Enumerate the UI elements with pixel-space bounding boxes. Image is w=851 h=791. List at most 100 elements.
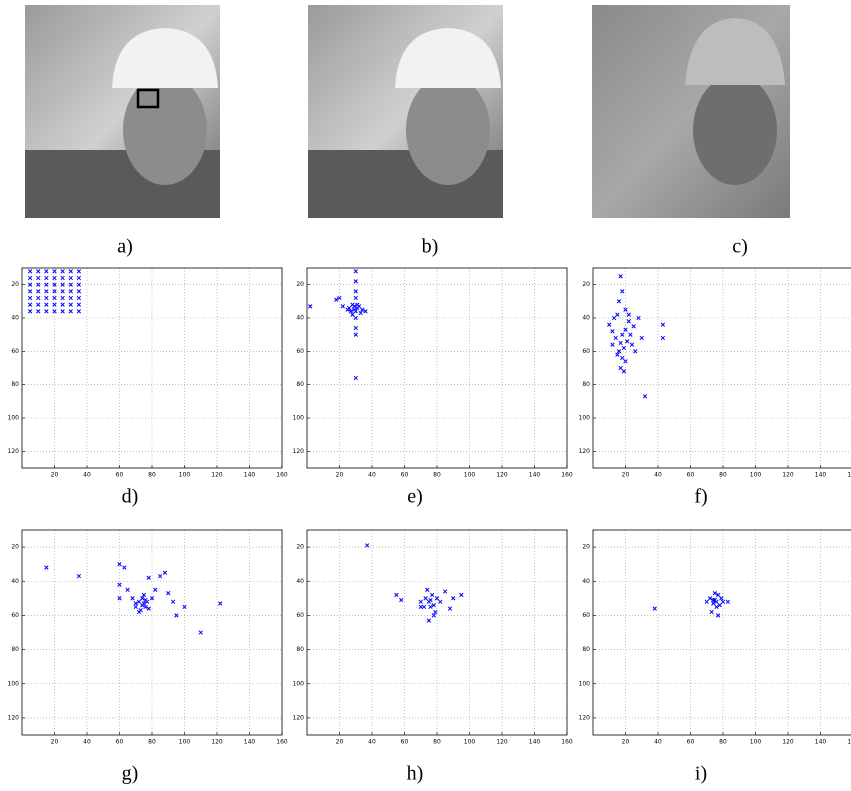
point <box>623 307 628 312</box>
point <box>198 630 203 635</box>
point <box>394 592 399 598</box>
point <box>60 309 65 314</box>
point <box>442 589 448 594</box>
x-tick-label: 80 <box>433 739 441 746</box>
point <box>618 340 623 346</box>
x-tick-label: 80 <box>433 472 441 479</box>
point <box>125 587 130 592</box>
point <box>360 307 365 312</box>
x-tick-label: 120 <box>496 472 508 479</box>
point <box>623 327 628 332</box>
x-tick-label: 20 <box>622 739 630 746</box>
point <box>616 299 622 304</box>
point <box>719 596 724 601</box>
axes-frame <box>21 267 283 469</box>
point <box>52 295 57 301</box>
y-tick-label: 80 <box>11 646 19 653</box>
x-tick-label: 80 <box>719 739 727 746</box>
point <box>613 335 618 341</box>
point <box>714 599 719 604</box>
x-tick-label: 120 <box>211 739 223 746</box>
x-tick-label: 40 <box>368 739 376 746</box>
caption: h) <box>407 763 424 785</box>
y-tick-label: 120 <box>293 714 305 721</box>
point <box>616 349 622 354</box>
x-tick-label: 140 <box>244 739 256 746</box>
point <box>27 269 33 274</box>
point <box>117 562 122 567</box>
y-tick-label: 100 <box>8 680 20 687</box>
x-tick-label: 20 <box>336 472 344 479</box>
x-tick-label: 100 <box>464 739 476 746</box>
point <box>434 596 440 601</box>
caption: i) <box>695 763 707 785</box>
x-tick-label: 60 <box>687 739 695 746</box>
point <box>353 325 358 331</box>
point <box>353 279 358 284</box>
point <box>615 312 620 317</box>
point <box>76 295 82 301</box>
point <box>166 591 171 596</box>
point <box>709 609 714 615</box>
point <box>27 309 33 314</box>
point <box>426 618 432 623</box>
point <box>340 304 345 309</box>
x-tick-label: 60 <box>401 472 409 479</box>
point <box>615 352 620 357</box>
x-tick-label: 100 <box>179 472 191 479</box>
point <box>52 269 57 274</box>
point <box>36 309 41 314</box>
axes-frame <box>592 529 851 736</box>
point <box>626 312 631 317</box>
x-tick-label: 80 <box>719 472 727 479</box>
point <box>60 282 65 287</box>
point <box>27 282 33 287</box>
x-tick-label: 40 <box>654 472 662 479</box>
point <box>170 599 176 604</box>
x-tick-label: 60 <box>401 739 409 746</box>
point <box>652 606 657 611</box>
point <box>141 592 147 598</box>
point <box>611 315 617 321</box>
point <box>720 599 726 604</box>
point <box>631 324 636 329</box>
y-tick-label: 60 <box>582 612 590 619</box>
point <box>60 269 65 274</box>
x-tick-label: 60 <box>687 472 695 479</box>
x-tick-label: 80 <box>148 472 156 479</box>
y-tick-label: 40 <box>11 578 19 585</box>
point <box>68 269 73 274</box>
point <box>76 269 82 274</box>
point <box>451 596 456 601</box>
point <box>60 289 65 294</box>
y-tick-label: 60 <box>296 348 304 355</box>
y-tick-label: 40 <box>296 578 304 585</box>
caption: c) <box>732 236 748 258</box>
point <box>711 597 716 603</box>
point <box>68 309 73 314</box>
point <box>610 342 615 347</box>
chart: 20 40 60 80 100 120 140 160 20 40 60 80 100 120 h) <box>293 529 573 785</box>
point <box>157 573 163 579</box>
point <box>618 365 623 371</box>
point <box>353 315 358 321</box>
y-tick-label: 60 <box>11 348 19 355</box>
point <box>715 613 721 618</box>
point <box>76 282 82 287</box>
point <box>431 613 436 618</box>
point <box>725 599 731 604</box>
point <box>52 282 57 287</box>
chart: 20 40 60 80 100 120 140 160 20 40 60 80 100 120 e) <box>293 267 573 508</box>
y-tick-label: 100 <box>293 680 305 687</box>
point <box>140 596 145 601</box>
point <box>425 587 430 592</box>
y-tick-label: 40 <box>582 315 590 322</box>
x-tick-label: 160 <box>276 472 288 479</box>
point <box>353 269 358 274</box>
point <box>76 275 82 281</box>
point <box>36 295 41 301</box>
point <box>52 302 57 307</box>
x-tick-label: 160 <box>561 472 573 479</box>
y-tick-label: 120 <box>8 448 20 455</box>
point <box>353 309 358 314</box>
